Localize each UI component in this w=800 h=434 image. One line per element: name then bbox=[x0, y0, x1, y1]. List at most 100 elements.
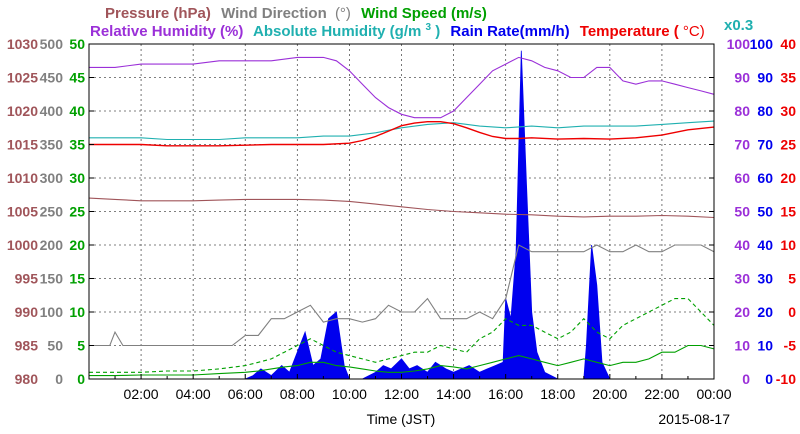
legend-wind-direction-unit: (°) bbox=[335, 5, 351, 22]
legend-line-1: Pressure (hPa) Wind Direction (°) Wind S… bbox=[105, 5, 487, 22]
wind-direction-tick: 350 bbox=[40, 137, 64, 153]
x-tick-label: 22:00 bbox=[644, 386, 679, 402]
wind-speed-line bbox=[89, 344, 715, 377]
humidity-tick: 40 bbox=[734, 237, 750, 253]
legend-wind-speed: Wind Speed (m/s) bbox=[361, 5, 487, 22]
wind-speed-tick: 0 bbox=[77, 371, 85, 387]
wind-direction-tick: 200 bbox=[40, 237, 64, 253]
x-tick-label: 14:00 bbox=[436, 386, 471, 402]
wind-speed-tick: 35 bbox=[69, 137, 85, 153]
wind-direction-tick: 50 bbox=[47, 338, 63, 354]
pressure-tick: 1020 bbox=[7, 103, 38, 119]
wind-speed-tick: 40 bbox=[69, 103, 85, 119]
temperature-tick: -10 bbox=[776, 371, 796, 387]
legend-absolute-humidity-close: ) bbox=[435, 23, 440, 40]
temperature-tick: 10 bbox=[780, 237, 796, 253]
temperature-tick: 15 bbox=[780, 204, 796, 220]
legend-rain-rate: Rain Rate(mm/h) bbox=[450, 23, 569, 40]
pressure-tick: 1015 bbox=[7, 137, 38, 153]
wind-speed-tick: 5 bbox=[77, 338, 85, 354]
pressure-tick: 1030 bbox=[7, 36, 38, 52]
wind-speed-tick: 10 bbox=[69, 304, 85, 320]
x-tick-label: 08:00 bbox=[280, 386, 315, 402]
wind-speed-tick: 20 bbox=[69, 237, 85, 253]
humidity-tick: 90 bbox=[734, 70, 750, 86]
rain-rate-tick: 10 bbox=[757, 338, 773, 354]
humidity-tick: 30 bbox=[734, 271, 750, 287]
rain-rate-tick: 50 bbox=[757, 204, 773, 220]
pressure-tick: 1005 bbox=[7, 204, 38, 220]
temperature-tick: 0 bbox=[788, 304, 796, 320]
wind-direction-line bbox=[89, 244, 715, 347]
x-tick-label: 18:00 bbox=[540, 386, 575, 402]
rain-rate-tick: 100 bbox=[750, 36, 774, 52]
legend-wind-direction: Wind Direction bbox=[221, 5, 327, 22]
temperature-tick: 30 bbox=[780, 103, 796, 119]
pressure-tick: 1025 bbox=[7, 70, 38, 86]
temperature-tick: 25 bbox=[780, 137, 796, 153]
x-axis-label: Time (JST) bbox=[367, 411, 436, 427]
legend-temperature: Temperature ( bbox=[580, 23, 679, 40]
wind-speed-tick: 25 bbox=[69, 204, 85, 220]
humidity-tick: 50 bbox=[734, 204, 750, 220]
wind-speed-tick: 30 bbox=[69, 170, 85, 186]
rain-rate-tick: 30 bbox=[757, 271, 773, 287]
plot-grid bbox=[89, 44, 714, 379]
x-tick-label: 10:00 bbox=[332, 386, 367, 402]
wind-direction-tick: 450 bbox=[40, 70, 64, 86]
legend-absolute-humidity: Absolute Humidity (g/m bbox=[253, 23, 421, 40]
humidity-tick: 20 bbox=[734, 304, 750, 320]
x-tick-label: 04:00 bbox=[176, 386, 211, 402]
humidity-tick: 0 bbox=[742, 371, 750, 387]
pressure-tick: 1000 bbox=[7, 237, 38, 253]
temperature-tick: 40 bbox=[780, 36, 796, 52]
pressure-tick: 1010 bbox=[7, 170, 38, 186]
wind-direction-tick: 250 bbox=[40, 204, 64, 220]
plot-series bbox=[88, 50, 715, 380]
legend-pressure: Pressure (hPa) bbox=[105, 5, 211, 22]
wind-direction-tick: 300 bbox=[40, 170, 64, 186]
humidity-tick: 80 bbox=[734, 103, 750, 119]
wind-direction-tick: 500 bbox=[40, 36, 64, 52]
humidity-tick: 100 bbox=[727, 36, 751, 52]
temperature-line bbox=[89, 120, 715, 147]
right-axes: 0102030405060708090100010203040506070809… bbox=[727, 36, 797, 387]
wind-speed-tick: 15 bbox=[69, 271, 85, 287]
wind-speed-gust-line bbox=[89, 298, 715, 373]
wind-direction-tick: 150 bbox=[40, 271, 64, 287]
temperature-tick: 20 bbox=[780, 170, 796, 186]
x-axis: 02:00 04:00 06:00 08:00 10:00 12:00 14:00 16:00… bbox=[114, 374, 732, 402]
wind-speed-tick: 45 bbox=[69, 70, 85, 86]
x-tick-label: 20:00 bbox=[592, 386, 627, 402]
absolute-humidity-line bbox=[89, 120, 715, 141]
x-tick-label: 02:00 bbox=[124, 386, 159, 402]
legend-line-2: Relative Humidity (%) Absolute Humidity … bbox=[90, 17, 705, 40]
rain-rate-tick: 40 bbox=[757, 237, 773, 253]
temperature-tick: 5 bbox=[788, 271, 796, 287]
rain-rate-tick: 80 bbox=[757, 103, 773, 119]
x-tick-label: 06:00 bbox=[228, 386, 263, 402]
temperature-tick: -5 bbox=[784, 338, 797, 354]
wind-direction-tick: 100 bbox=[40, 304, 64, 320]
relative-humidity-line bbox=[89, 56, 715, 119]
humidity-tick: 70 bbox=[734, 137, 750, 153]
legend-absolute-humidity-sup: 3 bbox=[426, 22, 432, 33]
left-axes: 9809859909951000100510101015102010251030… bbox=[7, 36, 714, 387]
humidity-tick: 10 bbox=[734, 338, 750, 354]
rain-rate-tick: 60 bbox=[757, 170, 773, 186]
pressure-tick: 980 bbox=[15, 371, 39, 387]
rain-rate-tick: 0 bbox=[765, 371, 773, 387]
legend-scale-note: x0.3 bbox=[724, 17, 753, 34]
date-label: 2015-08-17 bbox=[658, 411, 730, 427]
temperature-tick: 35 bbox=[780, 70, 796, 86]
pressure-tick: 985 bbox=[15, 338, 39, 354]
x-tick-label: 16:00 bbox=[488, 386, 523, 402]
pressure-tick: 995 bbox=[15, 271, 39, 287]
x-tick-label: 12:00 bbox=[384, 386, 419, 402]
pressure-tick: 990 bbox=[15, 304, 39, 320]
humidity-tick: 60 bbox=[734, 170, 750, 186]
legend-relative-humidity: Relative Humidity (%) bbox=[90, 23, 243, 40]
rain-rate-tick: 20 bbox=[757, 304, 773, 320]
pressure-line bbox=[88, 197, 715, 219]
